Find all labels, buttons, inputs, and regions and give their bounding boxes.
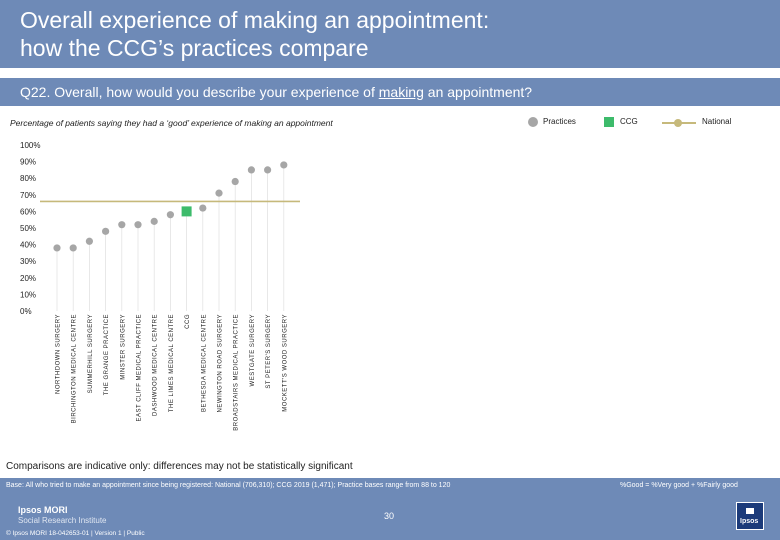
y-tick-label: 80% xyxy=(20,174,36,183)
x-tick-label: BIRCHINGTON MEDICAL CENTRE xyxy=(72,314,78,423)
brand-logo: Ipsos xyxy=(736,502,764,530)
legend-ccg-label: CCG xyxy=(620,117,638,126)
brand-logo-shape xyxy=(746,508,754,514)
question-suffix: an appointment? xyxy=(423,84,533,100)
y-tick-label: 10% xyxy=(20,290,36,299)
x-tick-label: THE LIMES MEDICAL CENTRE xyxy=(169,314,175,412)
x-tick-label: BETHESDA MEDICAL CENTRE xyxy=(201,314,207,412)
header-banner: Overall experience of making an appointm… xyxy=(0,0,780,68)
x-tick-label: MINSTER SURGERY xyxy=(120,314,126,380)
brand-logo-text: Ipsos xyxy=(740,518,759,525)
y-tick-label: 70% xyxy=(20,191,36,200)
footer-bar: Base: All who tried to make an appointme… xyxy=(0,478,780,540)
logo-name: Ipsos MORI xyxy=(18,505,68,515)
practice-dot xyxy=(53,244,61,252)
y-tick-label: 60% xyxy=(20,207,36,216)
question-text: Q22. Overall, how would you describe you… xyxy=(20,82,532,102)
logo-subtitle: Social Research Institute xyxy=(18,516,107,525)
practice-dot xyxy=(231,177,239,186)
practice-dot xyxy=(166,211,174,219)
legend-ccg-marker xyxy=(604,117,614,127)
y-tick-label: 50% xyxy=(20,224,36,233)
practice-dot xyxy=(69,244,77,252)
y-tick-label: 0% xyxy=(20,307,32,316)
x-tick-label: BROADSTAIRS MEDICAL PRACTICE xyxy=(234,314,240,431)
comparison-note: Comparisons are indicative only: differe… xyxy=(6,461,353,472)
chart: 0% 10% 20% 30% 40% 50% 60% 70% 80% 90% 100% NORTHDO… xyxy=(20,141,300,431)
practice-dot xyxy=(118,221,126,229)
x-tick-label: NORTHDOWN SURGERY xyxy=(56,314,62,394)
practice-dot xyxy=(199,204,207,212)
y-tick-label: 40% xyxy=(20,241,36,250)
practice-dot xyxy=(280,161,288,169)
practice-dot xyxy=(85,237,93,245)
question-banner: Q22. Overall, how would you describe you… xyxy=(0,78,780,106)
good-definition: %Good = %Very good + %Fairly good xyxy=(620,482,738,489)
page-title: Overall experience of making an appointm… xyxy=(20,6,760,62)
y-tick-label: 90% xyxy=(20,158,36,167)
x-tick-label: ST PETER'S SURGERY xyxy=(266,314,272,389)
legend-practices-label: Practices xyxy=(543,117,576,126)
question-underlined: making xyxy=(378,84,424,100)
copyright: © Ipsos MORI 18-042653-01 | Version 1 | … xyxy=(6,530,145,537)
legend-practices-marker xyxy=(528,117,538,127)
x-tick-label: NEWINGTON ROAD SURGERY xyxy=(218,314,224,412)
base-text: Base: All who tried to make an appointme… xyxy=(6,482,451,489)
title-line-2: how the CCG’s practices compare xyxy=(20,35,369,61)
x-tick-label: EAST CLIFF MEDICAL PRACTICE xyxy=(137,314,143,422)
page-number: 30 xyxy=(384,511,395,521)
practice-dot xyxy=(102,227,110,235)
x-tick-label: SUMMERHILL SURGERY xyxy=(88,314,94,393)
x-tick-label: THE GRANGE PRACTICE xyxy=(104,314,110,395)
ccg-marker xyxy=(181,206,192,217)
chart-subtitle: Percentage of patients saying they had a… xyxy=(10,118,333,128)
x-tick-label: DASHWOOD MEDICAL CENTRE xyxy=(153,314,159,416)
practice-dot xyxy=(150,217,158,225)
x-tick-label: WESTGATE SURGERY xyxy=(250,314,256,386)
practice-dot xyxy=(247,166,255,174)
y-tick-label: 20% xyxy=(20,274,36,283)
x-tick-label: MOCKETT'S WOOD SURGERY xyxy=(282,314,288,412)
legend-national-label: National xyxy=(702,117,732,126)
practice-dot xyxy=(264,166,272,174)
question-prefix: Q22. Overall, how would you describe you… xyxy=(20,84,379,100)
y-tick-label: 100% xyxy=(20,141,40,150)
y-tick-label: 30% xyxy=(20,257,36,266)
title-line-1: Overall experience of making an appointm… xyxy=(20,7,490,33)
practice-dot xyxy=(134,221,142,229)
practice-dot xyxy=(215,189,223,197)
legend-national-dot xyxy=(674,119,682,127)
x-tick-label: CCG xyxy=(185,314,191,329)
